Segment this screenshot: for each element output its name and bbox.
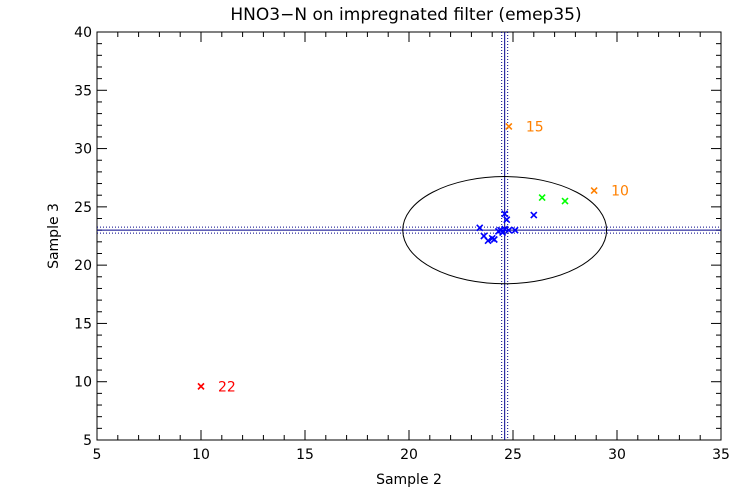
x-tick-label: 5 xyxy=(93,447,102,463)
data-point-inside xyxy=(530,211,538,219)
y-tick-label: 15 xyxy=(74,316,92,332)
point-mark xyxy=(505,226,513,234)
x-tick-label: 35 xyxy=(712,447,730,463)
data-point-inside xyxy=(490,235,498,244)
point-mark xyxy=(511,226,519,234)
point-mark xyxy=(503,216,511,224)
point-mark xyxy=(505,122,513,130)
point-label: 15 xyxy=(526,119,544,135)
x-tick-label: 25 xyxy=(504,447,522,463)
point-mark xyxy=(501,210,509,218)
y-tick-label: 30 xyxy=(74,142,92,158)
point-mark xyxy=(561,197,569,205)
point-mark xyxy=(197,382,205,390)
point-mark xyxy=(484,237,492,245)
data-point-near xyxy=(538,193,546,202)
point-mark xyxy=(499,228,507,237)
confidence-ellipse xyxy=(402,176,608,285)
chart-title: HNO3−N on impregnated filter (emep35) xyxy=(230,5,581,25)
data-point-outlier: 10 xyxy=(590,184,629,200)
reference-lines xyxy=(97,32,721,440)
x-tick-label: 15 xyxy=(296,447,314,463)
y-tick-label: 25 xyxy=(74,200,92,216)
x-tick-label: 10 xyxy=(192,447,210,463)
point-label: 10 xyxy=(611,184,629,200)
axis-ticks: 5 10 15 20 25 30 35 5 10 15 20 25 30 35 40 xyxy=(74,25,730,463)
data-points: 15 10 22 xyxy=(197,119,629,395)
data-point-inside xyxy=(499,228,507,237)
y-tick-label: 40 xyxy=(74,25,92,41)
data-point-inside xyxy=(476,224,484,232)
x-axis-label: Sample 2 xyxy=(376,472,442,488)
point-mark xyxy=(590,186,598,195)
plot-area-frame xyxy=(96,31,722,441)
data-point-extreme: 22 xyxy=(197,379,236,395)
y-tick-label: 5 xyxy=(83,433,92,449)
data-point-inside xyxy=(503,216,511,224)
point-mark xyxy=(476,224,484,232)
y-tick-label: 10 xyxy=(74,375,92,391)
data-point-inside xyxy=(501,210,509,218)
data-point-inside xyxy=(505,226,513,234)
point-mark xyxy=(480,232,488,240)
point-label: 22 xyxy=(218,379,236,395)
x-tick-label: 20 xyxy=(400,447,418,463)
y-tick-label: 35 xyxy=(74,83,92,99)
data-point-inside xyxy=(484,237,492,245)
y-tick-label: 20 xyxy=(74,258,92,274)
point-mark xyxy=(530,211,538,219)
x-tick-label: 30 xyxy=(608,447,626,463)
data-point-inside xyxy=(511,226,519,234)
data-point-outlier: 15 xyxy=(505,119,544,135)
y-axis-label: Sample 3 xyxy=(46,203,62,269)
data-point-near xyxy=(561,197,569,205)
point-mark xyxy=(490,235,498,244)
point-mark xyxy=(538,193,546,202)
